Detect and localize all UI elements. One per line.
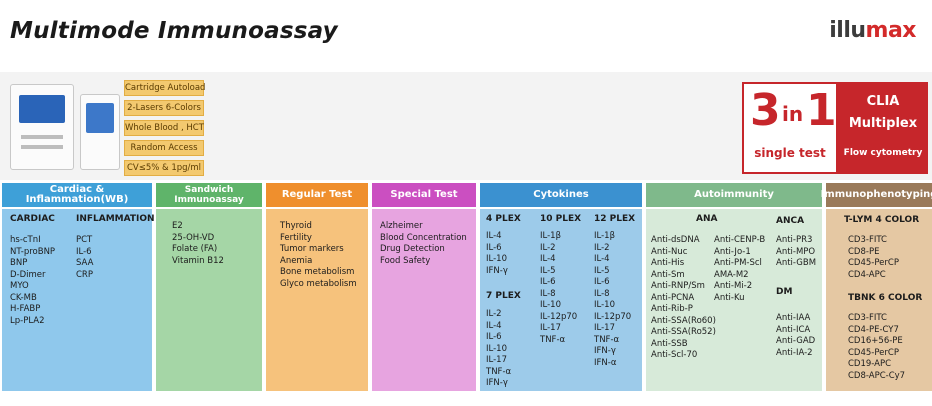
promo-clia: CLIA bbox=[866, 94, 900, 109]
subheading-cardiac: CARDIAC bbox=[10, 214, 55, 224]
column-immunophenotyping: Immunophenotyping T-LYM 4 COLOR CD3-FITC… bbox=[821, 183, 932, 391]
list-12-plex: IL-1β IL-2 IL-4 IL-5 IL-6 IL-8 IL-10 IL-… bbox=[594, 231, 632, 368]
promo-in: in bbox=[782, 102, 804, 126]
promo-number-1: 1 bbox=[806, 85, 837, 136]
column-header: Special Test bbox=[372, 183, 476, 207]
column-header-line1: Sandwich bbox=[184, 185, 234, 195]
column-header: Regular Test bbox=[266, 183, 368, 207]
analyzer-device-image bbox=[10, 80, 122, 174]
list-sandwich: E2 25-OH-VD Folate (FA) Vitamin B12 bbox=[172, 221, 224, 266]
column-body: ANA Anti-dsDNA Anti-Nuc Anti-His Anti-Sm… bbox=[646, 209, 822, 391]
column-body: T-LYM 4 COLOR CD3-FITC CD8-PE CD45-PerCP… bbox=[826, 209, 932, 391]
subheading-12-plex: 12 PLEX bbox=[594, 214, 636, 224]
list-7-plex: IL-2 IL-4 IL-6 IL-10 IL-17 TNF-α IFN-γ bbox=[486, 309, 512, 388]
subheading-t-lym: T-LYM 4 COLOR bbox=[844, 215, 920, 225]
column-header: Autoimmunity bbox=[646, 183, 822, 207]
column-header: Cardiac & Inflammation(WB) bbox=[2, 183, 152, 207]
feature-badge: CV≤5% & 1pg/ml bbox=[124, 160, 204, 176]
list-ana-1: Anti-dsDNA Anti-Nuc Anti-His Anti-Sm Ant… bbox=[651, 235, 716, 360]
column-sandwich-immunoassay: Sandwich Immunoassay E2 25-OH-VD Folate (… bbox=[156, 183, 262, 391]
column-header: Cytokines bbox=[480, 183, 642, 207]
column-header-line2: Immunoassay bbox=[174, 195, 244, 205]
analyzer-side-screen bbox=[86, 103, 114, 133]
analyzer-slot bbox=[21, 135, 63, 139]
page-title: Multimode Immunoassay bbox=[10, 18, 338, 44]
subheading-10-plex: 10 PLEX bbox=[540, 214, 582, 224]
list-dm: Anti-IAA Anti-ICA Anti-GAD Anti-IA-2 bbox=[776, 313, 816, 358]
promo-3in1: 3 in 1 single test CLIA Multiplex Flow c… bbox=[742, 82, 928, 174]
column-body: Thyroid Fertility Tumor markers Anemia B… bbox=[266, 209, 368, 391]
subheading-inflammation: INFLAMMATION bbox=[76, 214, 155, 224]
column-body: E2 25-OH-VD Folate (FA) Vitamin B12 bbox=[156, 209, 262, 391]
analyzer-side-unit bbox=[80, 94, 120, 170]
feature-list: Cartridge Autoload 2-Lasers 6-Colors Who… bbox=[124, 80, 205, 180]
promo-flow-cytometry: Flow cytometry bbox=[843, 148, 923, 158]
promo-single-test: single test bbox=[754, 146, 826, 160]
analyzer-slot bbox=[21, 145, 63, 149]
column-cardiac-inflammation: Cardiac & Inflammation(WB) CARDIAC hs-cT… bbox=[2, 183, 155, 391]
analyzer-main-unit bbox=[10, 84, 74, 170]
list-t-lym: CD3-FITC CD8-PE CD45-PerCP CD4-APC bbox=[848, 235, 899, 280]
feature-badge: Random Access bbox=[124, 140, 204, 156]
feature-badge: 2-Lasers 6-Colors bbox=[124, 100, 204, 116]
column-header: Immunophenotyping bbox=[821, 183, 932, 207]
brand-logo-part2: max bbox=[865, 18, 917, 43]
list-ana-2: Anti-CENP-B Anti-Jo-1 Anti-PM-Scl AMA-M2… bbox=[714, 235, 766, 303]
brand-logo-part1: illu bbox=[829, 18, 866, 43]
subheading-4-plex: 4 PLEX bbox=[486, 214, 521, 224]
list-4-plex: IL-4 IL-6 IL-10 IFN-γ bbox=[486, 231, 508, 276]
brand-logo: illumax bbox=[829, 18, 916, 43]
column-body: 4 PLEX IL-4 IL-6 IL-10 IFN-γ 7 PLEX IL-2… bbox=[480, 209, 642, 391]
promo-methods: CLIA Multiplex Flow cytometry bbox=[838, 82, 928, 174]
promo-number-3: 3 bbox=[750, 85, 781, 136]
list-cardiac: hs-cTnI NT-proBNP BNP D-Dimer MYO CK-MB … bbox=[10, 235, 56, 326]
list-special: Alzheimer Blood Concentration Drug Detec… bbox=[380, 221, 467, 266]
subheading-anca: ANCA bbox=[776, 216, 805, 226]
list-anca: Anti-PR3 Anti-MPO Anti-GBM bbox=[776, 235, 817, 268]
subheading-tbnk: TBNK 6 COLOR bbox=[848, 293, 923, 303]
column-regular-test: Regular Test Thyroid Fertility Tumor mar… bbox=[266, 183, 368, 391]
column-cytokines: Cytokines 4 PLEX IL-4 IL-6 IL-10 IFN-γ 7… bbox=[480, 183, 642, 391]
feature-badge: Cartridge Autoload bbox=[124, 80, 205, 96]
column-body: Alzheimer Blood Concentration Drug Detec… bbox=[372, 209, 476, 391]
analyzer-screen bbox=[19, 95, 65, 123]
list-inflammation: PCT IL-6 SAA CRP bbox=[76, 235, 94, 280]
subheading-ana: ANA bbox=[696, 214, 718, 224]
promo-3in1-box: 3 in 1 single test bbox=[742, 82, 838, 174]
list-tbnk: CD3-FITC CD4-PE-CY7 CD16+56-PE CD45-PerC… bbox=[848, 313, 906, 381]
column-header: Sandwich Immunoassay bbox=[156, 183, 262, 207]
subheading-7-plex: 7 PLEX bbox=[486, 291, 521, 301]
column-special-test: Special Test Alzheimer Blood Concentrati… bbox=[372, 183, 476, 391]
column-autoimmunity: Autoimmunity ANA Anti-dsDNA Anti-Nuc Ant… bbox=[646, 183, 822, 391]
list-10-plex: IL-1β IL-2 IL-4 IL-5 IL-6 IL-8 IL-10 IL-… bbox=[540, 231, 578, 345]
list-regular: Thyroid Fertility Tumor markers Anemia B… bbox=[280, 221, 357, 289]
promo-multiplex: Multiplex bbox=[848, 116, 918, 131]
subheading-dm: DM bbox=[776, 287, 793, 297]
column-body: CARDIAC hs-cTnI NT-proBNP BNP D-Dimer MY… bbox=[2, 209, 155, 391]
feature-badge: Whole Blood , HCT bbox=[124, 120, 204, 136]
